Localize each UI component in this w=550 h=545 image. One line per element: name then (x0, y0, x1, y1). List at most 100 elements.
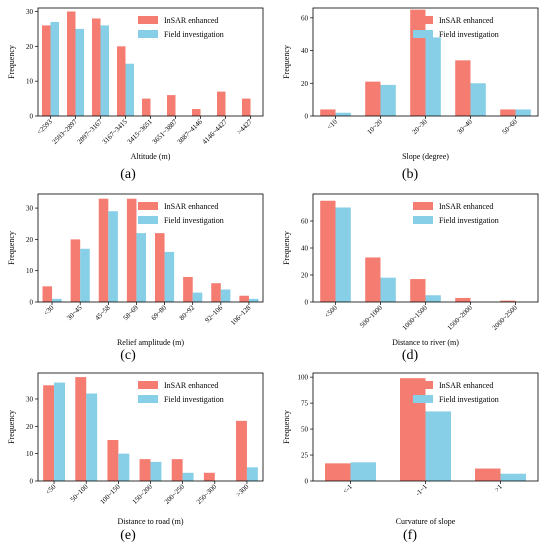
x-axis-label: Curvature of slope (396, 517, 456, 526)
x-tick-label: 30~45 (65, 303, 84, 322)
x-tick-label: <2593 (36, 117, 55, 136)
bar-field-4 (164, 251, 175, 302)
x-tick-label: 1000~1500 (401, 303, 429, 331)
bar-field-3 (470, 83, 486, 116)
x-tick-label: 10~20 (366, 117, 385, 136)
x-tick-label: 69~80 (150, 303, 169, 322)
bar-insar-4 (171, 459, 183, 481)
x-tick-label: 3887~4146 (176, 117, 204, 145)
y-tick-label: 20 (26, 236, 34, 244)
y-tick-label: 0 (305, 478, 309, 486)
x-tick-label: <50 (44, 482, 58, 496)
bar-insar-3 (455, 297, 471, 302)
bar-field-1 (80, 248, 90, 302)
y-tick-label: 20 (26, 43, 34, 51)
x-tick-label: 50~60 (501, 117, 520, 136)
legend-label-1: Field investigation (439, 30, 499, 39)
y-tick-label: 20 (301, 272, 309, 280)
bar-field-1 (75, 28, 84, 116)
legend-label-0: InSAR enhanced (439, 202, 493, 211)
x-tick-label: 2593~2897 (51, 117, 79, 145)
x-tick-label: 250~300 (195, 482, 219, 506)
y-tick-label: 75 (301, 400, 309, 408)
y-tick-label: 10 (26, 450, 34, 458)
legend-swatch-0 (138, 202, 158, 210)
legend-swatch-1 (413, 30, 433, 38)
x-tick-label: <10 (326, 117, 340, 131)
y-axis-label: Frequency (282, 410, 291, 444)
legend-label-0: InSAR enhanced (164, 16, 218, 25)
bar-field-2 (500, 473, 526, 481)
legend-label-1: Field investigation (164, 30, 224, 39)
x-tick-label: <500 (323, 303, 339, 319)
bar-insar-0 (42, 25, 51, 117)
bar-field-2 (425, 295, 441, 302)
chart-panel-e: 0 10 20 30 <50 50~100 100~150 150~200 200~250 250… (7, 372, 264, 543)
bar-field-5 (192, 292, 203, 302)
y-tick-label: 50 (301, 426, 309, 434)
bar-field-0 (335, 112, 351, 116)
y-tick-label: 100 (298, 374, 309, 382)
x-tick-label: 58~69 (122, 303, 141, 322)
panel-label: (d) (402, 348, 419, 363)
panel-label: (b) (402, 167, 419, 182)
legend-label-1: Field investigation (164, 395, 224, 404)
x-tick-label: >300 (234, 482, 250, 498)
bar-insar-5 (183, 276, 193, 302)
bar-field-6 (220, 289, 231, 302)
x-tick-label: 20~30 (411, 117, 430, 136)
chart-panel-c: 0 10 20 30 <30 30~45 45~58 58~69 69~80 80~92 92~10… (7, 193, 264, 363)
panel-label: (f) (403, 528, 417, 543)
x-tick-label: -1~1 (414, 482, 429, 497)
bar-field-1 (380, 277, 396, 302)
y-tick-label: 10 (26, 78, 34, 86)
x-tick-label: 1500~2000 (446, 303, 474, 331)
x-tick-label: 30~40 (456, 117, 475, 136)
x-tick-label: 92~106 (204, 303, 225, 324)
chart-panel-b: 0 20 40 60 <10 10~20 20~30 30~40 50~60 Slope (deg… (282, 7, 539, 182)
bar-insar-5 (167, 95, 176, 116)
x-tick-label: 100~150 (99, 482, 123, 506)
bar-insar-1 (365, 81, 381, 116)
legend-swatch-1 (138, 216, 158, 224)
bar-field-7 (248, 298, 259, 302)
bar-field-6 (246, 467, 258, 481)
legend-swatch-0 (138, 381, 158, 389)
x-tick-label: >4427 (236, 117, 255, 136)
bar-insar-0 (325, 463, 351, 481)
bar-insar-1 (365, 257, 381, 302)
y-tick-label: 0 (30, 478, 34, 486)
y-axis-label: Frequency (7, 231, 16, 265)
bar-field-1 (380, 84, 396, 116)
bar-insar-1 (70, 239, 81, 302)
legend-swatch-1 (413, 216, 433, 224)
y-tick-label: 25 (301, 452, 309, 460)
bar-field-1 (425, 411, 451, 481)
y-tick-label: 30 (26, 8, 34, 16)
bar-insar-4 (142, 98, 151, 116)
legend-swatch-1 (413, 395, 433, 403)
chart-panel-f: 0 25 50 75 100 <-1 -1~1 >1 Curvature of slope Fre… (282, 372, 539, 543)
y-tick-label: 0 (305, 113, 309, 121)
y-tick-label: 20 (301, 80, 309, 88)
x-axis-label: Relief amplitude (m) (117, 338, 184, 347)
legend-label-0: InSAR enhanced (439, 16, 493, 25)
x-tick-label: 3167~3415 (101, 117, 129, 145)
bar-field-3 (125, 63, 134, 116)
bar-field-0 (350, 462, 376, 481)
legend-swatch-1 (138, 30, 158, 38)
y-axis-label: Frequency (282, 231, 291, 265)
bar-field-0 (335, 207, 351, 302)
bar-insar-4 (155, 233, 165, 302)
y-tick-label: 30 (26, 205, 34, 213)
y-tick-label: 10 (26, 267, 34, 275)
chart-panel-a: 0102030<25932593~28972897~31673167~34153… (7, 7, 264, 182)
bar-insar-5 (203, 472, 215, 481)
panel-label: (a) (120, 167, 136, 182)
bar-insar-0 (320, 109, 336, 116)
y-axis-label: Frequency (282, 45, 291, 79)
bar-field-0 (54, 382, 65, 481)
bar-field-1 (86, 393, 98, 481)
y-tick-label: 40 (301, 245, 309, 253)
bar-field-2 (118, 453, 130, 481)
